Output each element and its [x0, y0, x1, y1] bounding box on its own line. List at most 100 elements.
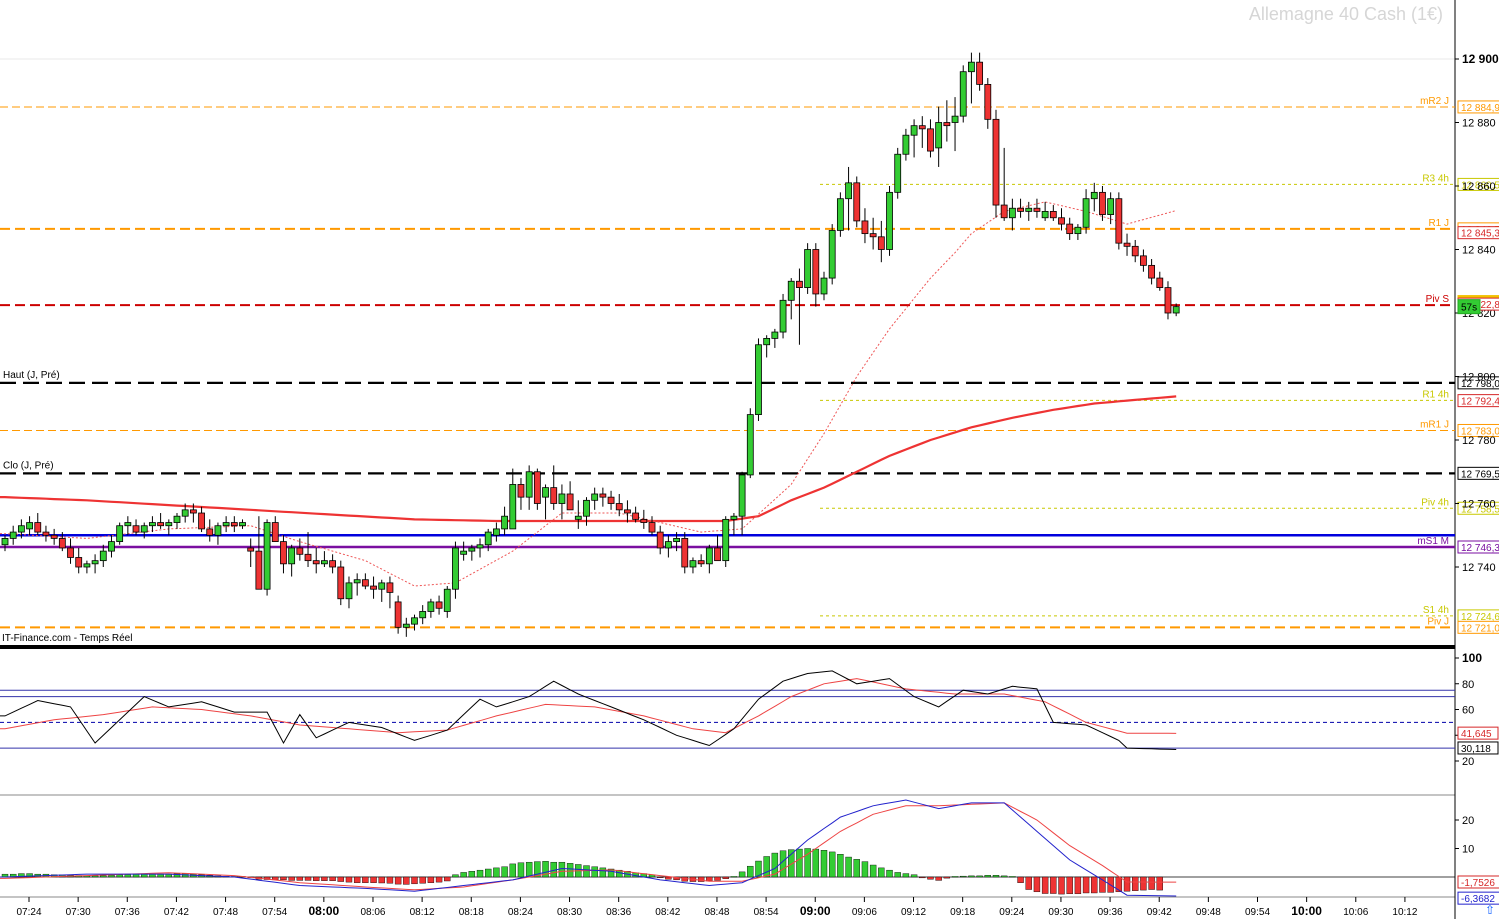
- candle-body: [247, 547, 255, 552]
- candle: [42, 525, 50, 542]
- macd-hist-bar: [304, 876, 312, 881]
- macd-hist-bar: [796, 848, 803, 878]
- macd-hist-bar: [869, 864, 877, 878]
- candle-body: [17, 525, 25, 533]
- time-tick-label: 09:42: [1147, 907, 1172, 918]
- candle-body: [517, 484, 525, 498]
- candle: [886, 186, 893, 256]
- candle-body: [836, 198, 844, 231]
- candle-body: [1041, 210, 1049, 219]
- candle: [664, 535, 672, 558]
- macd-signal-line: [0, 802, 1177, 891]
- candle-body: [861, 220, 869, 235]
- candle-body: [968, 61, 975, 73]
- candle-body: [345, 582, 353, 600]
- time-tick-label: 09:48: [1196, 907, 1221, 918]
- candle-body: [583, 499, 590, 517]
- macd-hist-bar: [91, 875, 99, 878]
- candle-body: [411, 617, 418, 625]
- candle: [83, 560, 91, 574]
- candle-body: [271, 522, 279, 542]
- candle: [99, 544, 107, 567]
- macd-hist-bar: [296, 876, 304, 881]
- macd-hist-bar: [894, 872, 901, 878]
- macd-hist-bar: [1099, 876, 1106, 893]
- candle-body: [992, 118, 1000, 206]
- candle: [222, 516, 230, 533]
- candle-body: [394, 601, 402, 628]
- time-tick-label: 09:06: [852, 907, 877, 918]
- macd-hist-bar: [378, 876, 385, 884]
- candle-body: [1049, 210, 1057, 219]
- chart-title: Allemagne 40 Cash (1€): [1249, 4, 1443, 24]
- macd-hist-bar: [362, 876, 369, 883]
- candle: [558, 484, 566, 520]
- candle-body: [280, 541, 287, 565]
- candle-body: [632, 512, 640, 520]
- candle-body: [1107, 198, 1115, 215]
- candle: [361, 573, 369, 590]
- candle: [58, 532, 66, 552]
- macd-hist-bar: [452, 874, 459, 878]
- candle: [345, 576, 353, 609]
- time-tick-label: 09:54: [1245, 907, 1270, 918]
- candle: [1123, 233, 1131, 256]
- macd-hist-bar: [116, 874, 123, 878]
- level-price-tag: [1457, 100, 1499, 114]
- candle: [329, 554, 337, 574]
- candle: [910, 119, 918, 158]
- macd-hist-bar: [386, 876, 394, 884]
- candle: [853, 176, 861, 228]
- candle: [132, 519, 140, 536]
- candle-body: [501, 515, 508, 530]
- level-price-tag: [1457, 376, 1499, 390]
- candle-body: [484, 531, 492, 546]
- candle: [173, 513, 181, 529]
- candle-body: [787, 280, 795, 301]
- candle-body: [796, 280, 803, 288]
- candle-body: [132, 525, 140, 533]
- candle-body: [34, 522, 42, 533]
- candle-body: [91, 560, 99, 565]
- macd-hist-bar: [1033, 876, 1041, 893]
- candle: [1172, 303, 1180, 317]
- candle-body: [804, 249, 812, 288]
- candle-body: [402, 623, 410, 628]
- level-label: mR1 J: [1420, 419, 1449, 430]
- candle-body: [673, 538, 680, 542]
- candle-body: [533, 471, 541, 504]
- candle: [492, 522, 500, 542]
- level-price-tag: [1457, 423, 1499, 437]
- macd-hist-bar: [976, 875, 983, 878]
- price-tag-text: 12 792,4: [1461, 397, 1499, 408]
- candle: [902, 128, 910, 161]
- level-price-tag: [1457, 540, 1499, 554]
- macd-hist-bar: [984, 875, 991, 878]
- candle-body: [1025, 207, 1033, 212]
- level-price-tag: [1457, 177, 1499, 191]
- candle: [591, 487, 599, 510]
- candle: [656, 525, 664, 555]
- macd-hist-bar: [1123, 876, 1131, 892]
- candle-body: [75, 557, 83, 568]
- candle: [1033, 198, 1041, 218]
- candle-body: [460, 550, 468, 555]
- level-price-tag: [1457, 466, 1499, 480]
- macd-hist-bar: [1156, 876, 1163, 891]
- candle-body: [877, 236, 885, 250]
- macd-hist-bar: [517, 862, 525, 878]
- candle: [517, 478, 525, 510]
- candle: [312, 547, 320, 574]
- macd-hist-bar: [755, 860, 762, 878]
- candle: [1066, 217, 1074, 240]
- time-tick-label: 10:00: [1291, 904, 1322, 918]
- macd-hist-bar: [403, 876, 410, 885]
- countdown-text: 57s: [1461, 303, 1477, 314]
- price-tag: [1457, 226, 1499, 240]
- countdown-badge: [1457, 299, 1481, 315]
- candle-body: [165, 522, 173, 527]
- level-label: R1 4h: [1422, 389, 1449, 400]
- macd-hist-bar: [886, 869, 893, 878]
